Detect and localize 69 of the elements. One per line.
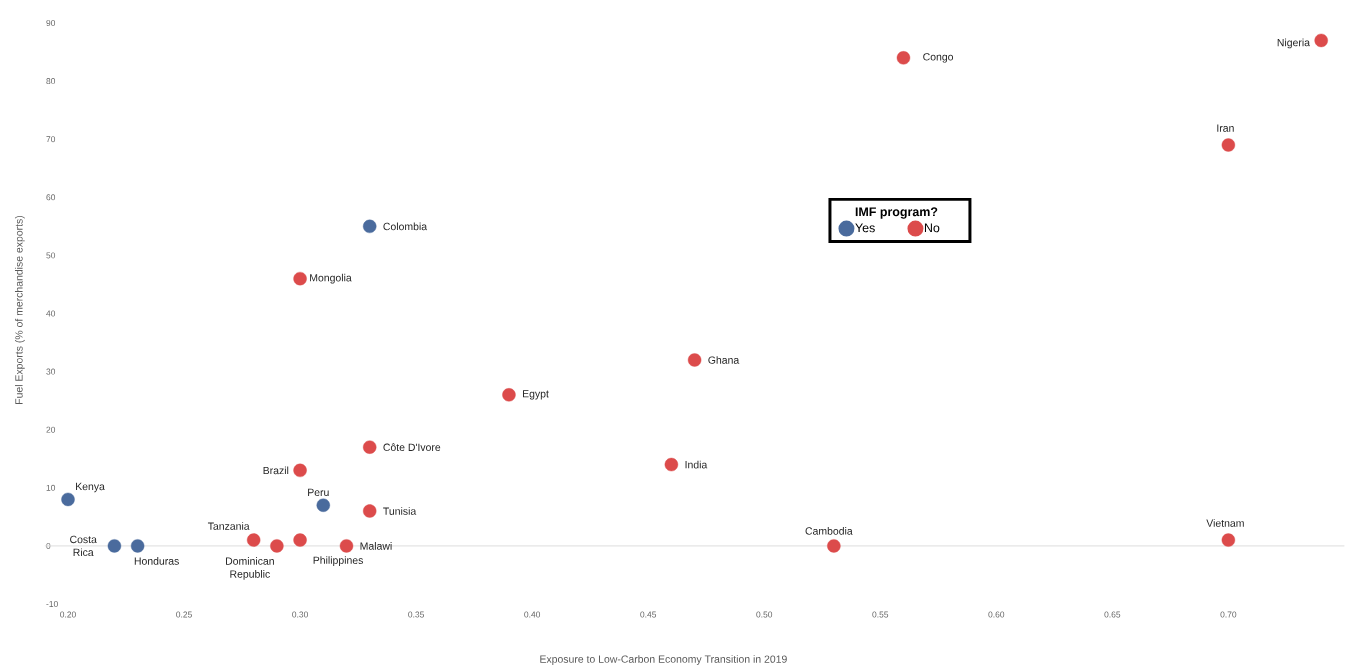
point: [363, 219, 377, 234]
legend-label: Yes: [855, 223, 875, 233]
annotation: Tanzania: [207, 522, 250, 530]
y-tick-label: 20: [46, 426, 56, 433]
point: [107, 539, 122, 553]
y-tick-label: 70: [46, 136, 56, 143]
annotation: Malawi: [360, 542, 392, 550]
x-tick-label: 0.25: [176, 611, 192, 618]
annotation: Kenya: [76, 482, 105, 493]
y-tick-label: -10: [46, 601, 58, 607]
annotation: Brazil: [263, 466, 289, 475]
x-tick-label: 0.45: [640, 611, 657, 618]
point: [61, 492, 75, 507]
point: [130, 539, 145, 553]
annotation: Iran: [1217, 124, 1234, 132]
point: [1221, 533, 1236, 547]
y-tick-label: 60: [46, 194, 56, 201]
point: [270, 539, 284, 553]
point: [1314, 33, 1328, 48]
x-tick-label: 0.50: [756, 611, 773, 618]
y-tick-label: 90: [46, 20, 56, 26]
point: [293, 463, 307, 478]
y-tick-label: 80: [46, 78, 56, 85]
point: [896, 51, 911, 65]
y-axis-title: Fuel Exports (% of merchandise exports): [14, 215, 25, 404]
annotation: India: [685, 460, 708, 469]
legend-label: No: [924, 223, 940, 233]
x-tick-label: 0.30: [292, 611, 308, 618]
point: [827, 539, 841, 553]
x-tick-label: 0.65: [1104, 611, 1121, 618]
legend-title: IMF program?: [855, 207, 938, 219]
annotation: Peru: [308, 488, 329, 497]
x-tick-label: 0.60: [988, 611, 1005, 618]
y-tick-label: 10: [46, 484, 56, 491]
y-tick-label: 30: [46, 368, 56, 375]
y-tick-label: 50: [46, 252, 56, 259]
y-tick-label: 40: [46, 310, 56, 317]
point: [363, 504, 377, 518]
annotation: Dominican Republic: [226, 557, 274, 580]
annotation: Colombia: [383, 222, 428, 231]
annotation: Nigeria: [1277, 38, 1310, 49]
annotation: Philippines: [313, 556, 363, 567]
annotation: Egypt: [523, 390, 549, 400]
point: [293, 271, 307, 286]
x-tick-label: 0.40: [524, 611, 541, 618]
annotation: Mongolia: [310, 273, 352, 284]
x-tick-label: 0.35: [408, 611, 425, 618]
x-tick-label: 0.70: [1220, 611, 1237, 618]
annotation: Cambodia: [805, 527, 853, 535]
point: [687, 353, 702, 367]
annotation: Costa Rica: [70, 535, 97, 557]
annotation: Ghana: [708, 356, 740, 364]
point: [316, 498, 330, 512]
point: [363, 440, 377, 454]
x-tick-label: 0.55: [872, 611, 889, 618]
annotation: Vietnam: [1206, 519, 1244, 527]
annotation: Côte D'Ivore: [383, 443, 441, 451]
point: [664, 457, 679, 472]
x-tick-label: 0.20: [60, 611, 76, 618]
annotation: Congo: [923, 53, 954, 63]
point: [293, 533, 307, 547]
annotation: Honduras: [134, 557, 179, 565]
point: [502, 388, 516, 402]
y-tick-label: 0: [46, 542, 51, 549]
x-axis-title: Exposure to Low-Carbon Economy Transition in 2019: [540, 655, 787, 665]
point: [1221, 138, 1236, 152]
point: [339, 539, 354, 553]
point: [246, 533, 261, 547]
annotation: Tunisia: [383, 507, 417, 515]
